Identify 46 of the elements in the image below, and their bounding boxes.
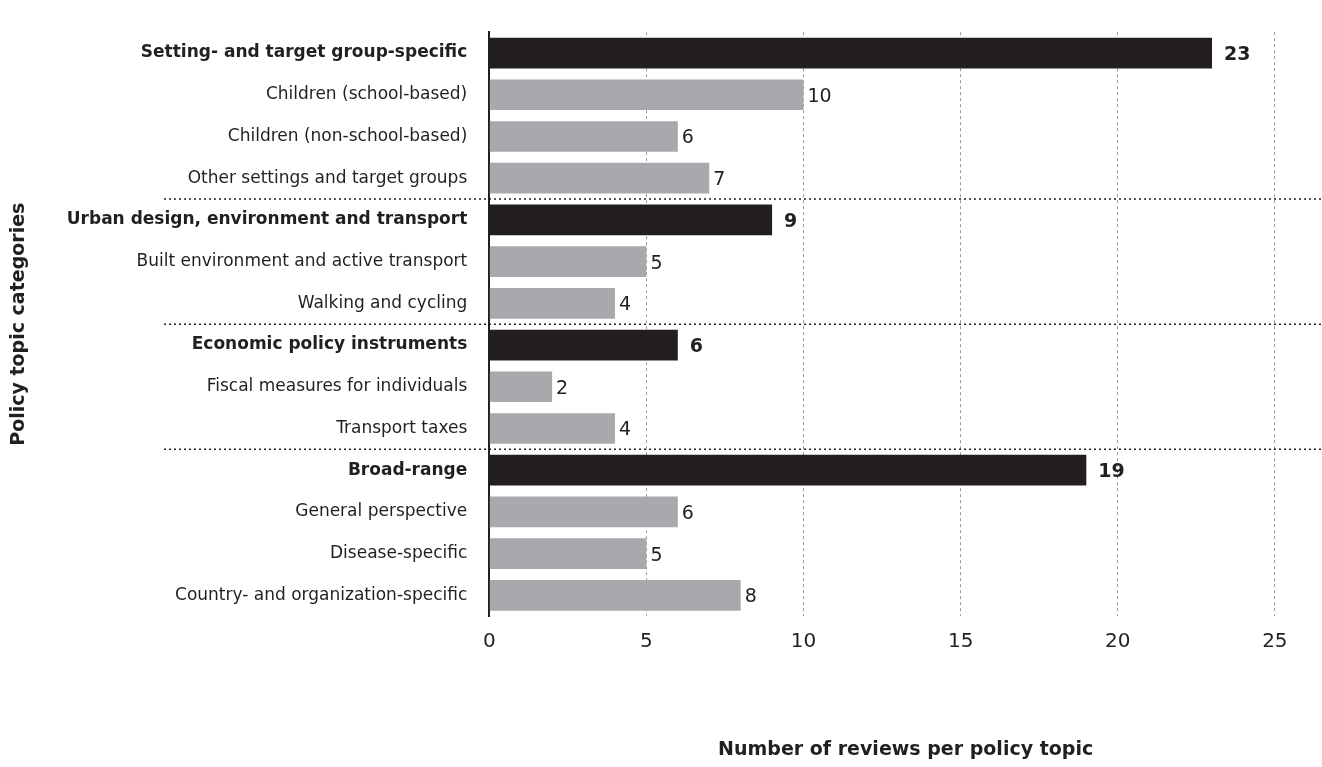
y-tick-label: Setting- and target group-specific — [140, 41, 468, 62]
data-label: 2 — [556, 375, 569, 398]
data-label: 19 — [1098, 459, 1125, 482]
x-tick-label: 20 — [1105, 628, 1131, 653]
bar — [489, 246, 647, 277]
data-label: 7 — [713, 167, 726, 190]
bar — [489, 579, 741, 611]
y-tick-label: Other settings and target groups — [187, 166, 468, 187]
bar — [489, 496, 678, 528]
data-label: 5 — [650, 250, 663, 273]
y-tick-label: Built environment and active transport — [136, 250, 468, 271]
bar — [489, 413, 615, 444]
bar — [489, 121, 678, 152]
y-tick-label: General perspective — [295, 500, 468, 521]
data-label: 6 — [681, 125, 694, 148]
data-label: 4 — [618, 292, 632, 315]
x-tick-label: 15 — [947, 628, 974, 653]
data-label: 10 — [807, 83, 832, 106]
data-label: 23 — [1224, 41, 1251, 64]
data-label: 5 — [650, 542, 663, 565]
bar — [489, 79, 804, 111]
bar — [489, 538, 647, 569]
data-label: 4 — [618, 417, 632, 440]
x-tick-label: 10 — [790, 628, 817, 653]
bar — [489, 162, 710, 194]
bar — [489, 371, 553, 403]
bar — [489, 287, 615, 319]
data-label: 9 — [784, 208, 798, 231]
x-tick-label: 0 — [482, 628, 496, 653]
data-label: 6 — [681, 500, 694, 523]
y-axis-title: Policy topic categories — [6, 202, 29, 446]
y-tick-label: Children (non-school-based) — [227, 124, 468, 145]
y-tick-label: Fiscal measures for individuals — [206, 375, 468, 396]
x-axis-title: Number of reviews per policy topic — [718, 736, 1094, 759]
x-tick-label: 25 — [1262, 628, 1288, 653]
y-tick-label: Children (school-based) — [265, 83, 468, 104]
y-tick-label: Disease-specific — [330, 542, 468, 563]
y-tick-label: Country- and organization-specific — [175, 583, 468, 604]
y-tick-label: Economic policy instruments — [191, 333, 468, 354]
data-label: 8 — [744, 584, 757, 607]
y-tick-label: Urban design, environment and transport — [66, 208, 468, 229]
y-tick-label: Walking and cycling — [297, 291, 468, 312]
x-tick-label: 5 — [640, 628, 653, 653]
y-tick-label: Broad-range — [347, 458, 468, 479]
data-label: 6 — [689, 333, 704, 356]
y-tick-label: Transport taxes — [335, 416, 468, 437]
